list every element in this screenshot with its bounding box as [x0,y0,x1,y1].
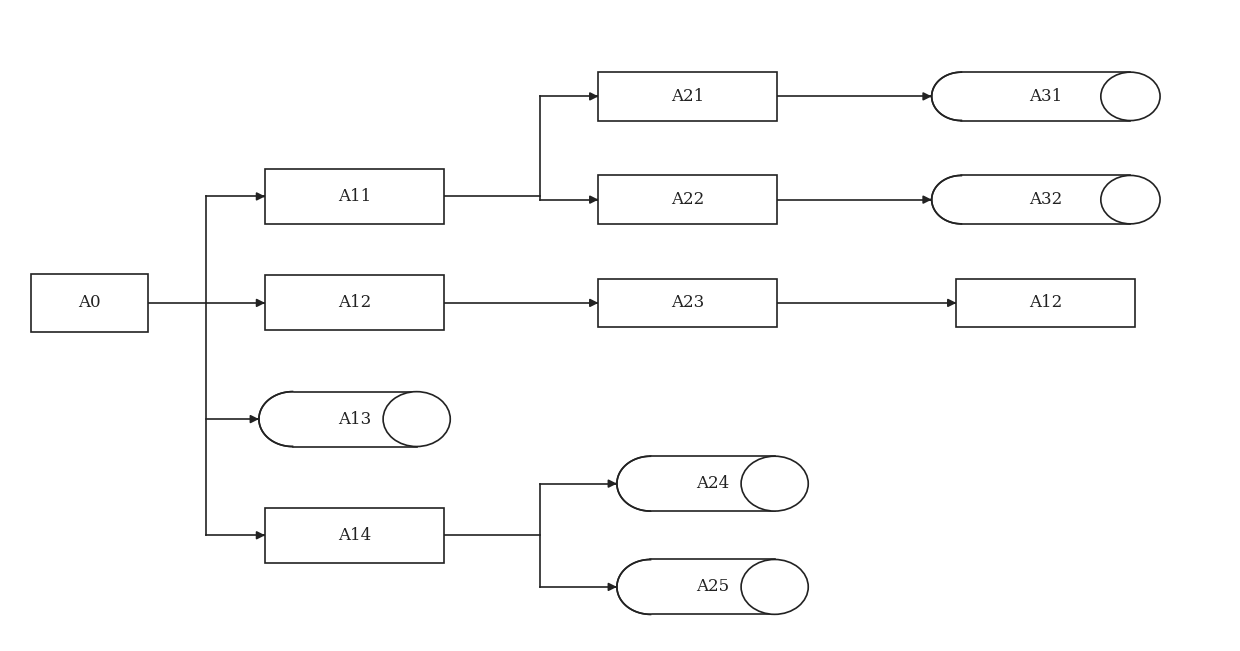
Bar [651,559,775,615]
Bar [31,274,148,332]
Text: A11: A11 [339,188,371,205]
Bar [265,169,444,224]
Bar [651,456,775,511]
Text: A31: A31 [1029,88,1063,105]
Bar [599,72,777,120]
Ellipse shape [742,456,808,511]
Bar [956,279,1136,327]
Bar [293,392,417,447]
Bar [599,175,777,224]
Polygon shape [931,175,961,224]
Bar [961,72,1131,120]
Text: A12: A12 [339,294,371,311]
Polygon shape [259,392,293,447]
Ellipse shape [1101,175,1161,224]
Text: A21: A21 [671,88,704,105]
Text: A24: A24 [696,475,729,492]
Bar [599,279,777,327]
Text: A0: A0 [78,294,100,311]
Bar [265,508,444,562]
Ellipse shape [383,392,450,447]
Text: A12: A12 [1029,294,1063,311]
Text: A32: A32 [1029,191,1063,208]
Polygon shape [618,456,651,511]
Text: A13: A13 [339,411,371,428]
Polygon shape [618,559,651,615]
Text: A23: A23 [671,294,704,311]
Text: A22: A22 [671,191,704,208]
Text: A14: A14 [339,527,371,544]
Text: A25: A25 [696,578,729,596]
Ellipse shape [742,559,808,615]
Bar [961,175,1131,224]
Bar [265,275,444,330]
Polygon shape [931,72,961,120]
Ellipse shape [1101,72,1161,120]
